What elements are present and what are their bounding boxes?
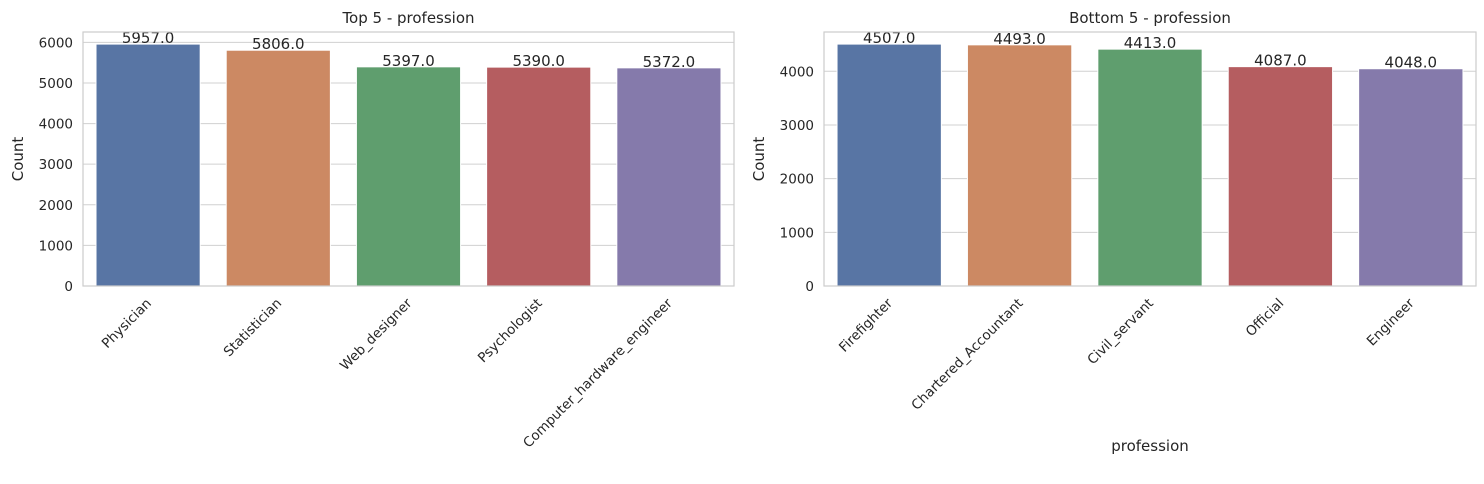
bar-civil-servant <box>1097 48 1203 287</box>
x-tick-label: Web_designer <box>337 295 416 374</box>
bar-psychologist <box>486 66 592 287</box>
bar-computer-hardware-engineer <box>616 67 722 287</box>
y-tick-label: 0 <box>805 279 814 295</box>
x-tick-label: Statistician <box>221 296 286 361</box>
y-tick-label: 0 <box>64 279 73 295</box>
bar-value-label: 5957.0 <box>122 29 175 47</box>
y-tick-label: 3000 <box>780 118 814 134</box>
chart-title: Top 5 - profession <box>341 9 474 27</box>
y-tick-label: 1000 <box>39 238 73 254</box>
x-axis-label: profession <box>1111 437 1189 455</box>
bar-value-label: 4087.0 <box>1254 52 1307 70</box>
bar-value-label: 4493.0 <box>993 30 1046 48</box>
bar-value-label: 5390.0 <box>512 52 565 70</box>
y-tick-label: 4000 <box>780 64 814 80</box>
bar-physician <box>95 43 201 287</box>
bar-statistician <box>225 49 331 287</box>
y-tick-label: 1000 <box>780 225 814 241</box>
plot-frame <box>823 31 1477 287</box>
bar-engineer <box>1358 68 1464 287</box>
y-axis-label: Count <box>750 137 768 182</box>
bar-value-label: 5372.0 <box>643 53 696 71</box>
y-tick-label: 6000 <box>39 35 73 51</box>
chart-title: Bottom 5 - profession <box>1069 9 1231 27</box>
bar-official <box>1227 66 1334 287</box>
y-tick-label: 2000 <box>39 198 73 214</box>
x-tick-label: Psychologist <box>475 296 546 367</box>
y-tick-label: 5000 <box>39 76 73 92</box>
x-tick-label: Physician <box>99 296 155 352</box>
x-tick-label: Chartered_Accountant <box>908 296 1026 414</box>
x-tick-label: Firefighter <box>836 295 896 355</box>
y-tick-label: 3000 <box>39 157 73 173</box>
chart-top5: Top 5 - profession Count 0 1000 2000 3000 40… <box>9 9 735 451</box>
y-axis-label: Count <box>9 137 27 182</box>
y-tick-label: 2000 <box>780 172 814 188</box>
bar-value-label: 5397.0 <box>382 52 435 70</box>
plot-frame <box>82 31 735 287</box>
bar-firefighter <box>836 43 942 287</box>
bar-value-label: 4048.0 <box>1385 54 1438 72</box>
y-tick-label: 4000 <box>39 117 73 133</box>
bar-value-label: 4413.0 <box>1124 34 1177 52</box>
x-tick-label: Computer_hardware_engineer <box>520 295 676 451</box>
bar-web-designer <box>355 66 462 287</box>
x-tick-label: Engineer <box>1364 295 1418 349</box>
chart-bottom5: Bottom 5 - profession Count profession 0… <box>750 9 1477 455</box>
bar-value-label: 4507.0 <box>863 29 916 47</box>
bar-value-label: 5806.0 <box>252 35 305 53</box>
x-tick-label: Official <box>1243 296 1287 340</box>
x-tick-label: Civil_servant <box>1084 296 1156 368</box>
bar-chartered-accountant <box>966 44 1073 287</box>
